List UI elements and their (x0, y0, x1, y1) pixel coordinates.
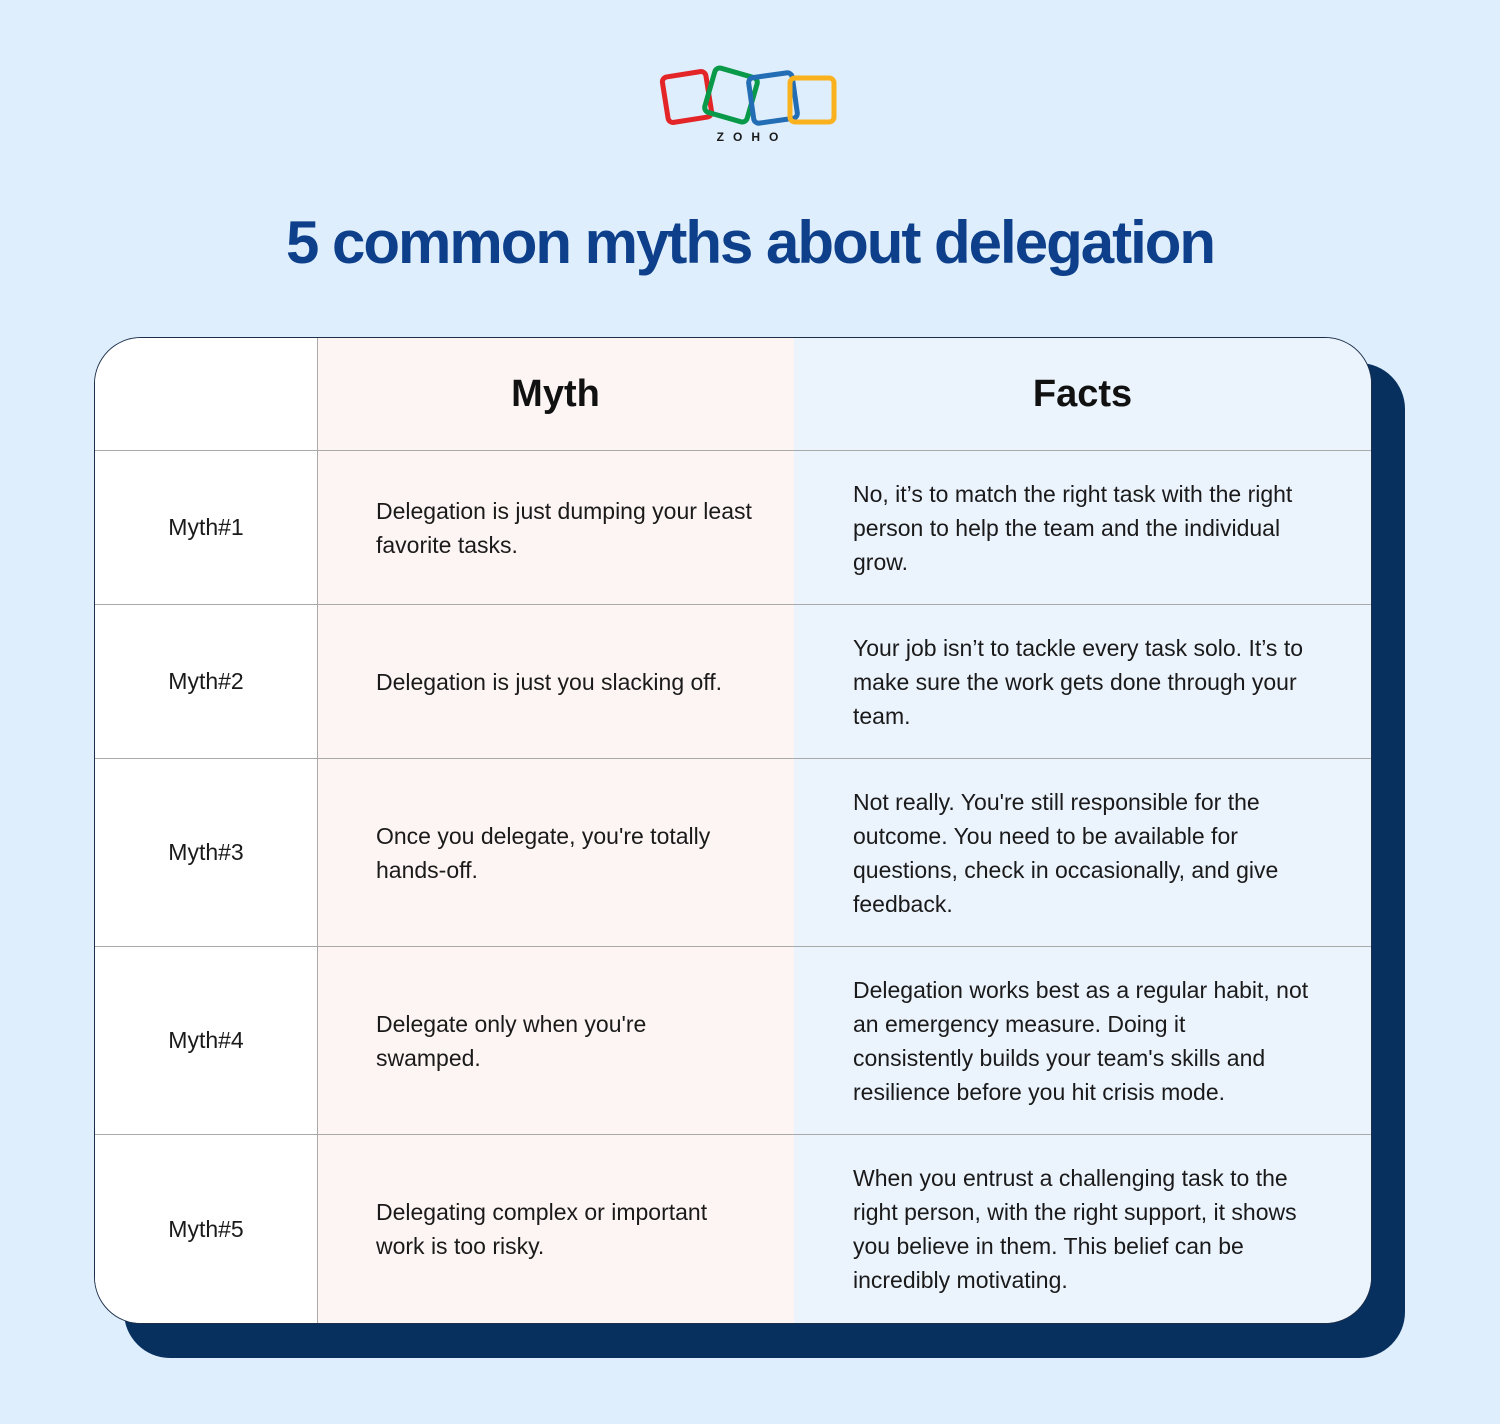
zoho-wordmark: ZOHO (716, 130, 788, 144)
header-myth: Myth (511, 372, 600, 415)
fact-cell: When you entrust a challenging task to t… (853, 1165, 1297, 1293)
fact-cell: Your job isn’t to tackle every task solo… (853, 634, 1304, 729)
row-divider (95, 604, 1371, 605)
myths-table: Myth Facts Myth#1 Delegation is just dum… (95, 338, 1371, 1323)
row-label: Myth#1 (168, 514, 244, 540)
label-column (95, 338, 317, 1323)
facts-column (794, 338, 1371, 1323)
header-facts: Facts (1032, 372, 1133, 415)
fact-cell: Delegation works best as a regular habit… (853, 976, 1309, 1105)
row-label: Myth#3 (168, 839, 244, 865)
myth-cell: Once you delegate, you're totally hands-… (376, 822, 711, 883)
row-label: Myth#2 (168, 668, 244, 694)
fact-cell: No, it’s to match the right task with th… (853, 480, 1293, 575)
zoho-logo-mark (659, 65, 837, 126)
row-label: Myth#5 (168, 1215, 244, 1242)
myth-cell: Delegating complex or important work is … (376, 1199, 708, 1259)
myth-cell: Delegate only when you're swamped. (376, 1010, 647, 1071)
fact-cell: Not really. You're still responsible for… (853, 788, 1279, 917)
row-label: Myth#4 (168, 1027, 244, 1053)
page-title: 5 common myths about delegation (285, 209, 1216, 276)
row-divider (95, 946, 1371, 947)
myth-column (317, 338, 795, 1323)
zoho-logo: ZOHO (650, 60, 850, 150)
row-divider (95, 1134, 1371, 1135)
row-divider (95, 758, 1371, 759)
header-label-cell (95, 338, 317, 450)
row-divider (95, 450, 1371, 451)
myth-cell: Delegation is just you slacking off. (376, 668, 723, 695)
myth-cell: Delegation is just dumping your least fa… (376, 497, 752, 558)
